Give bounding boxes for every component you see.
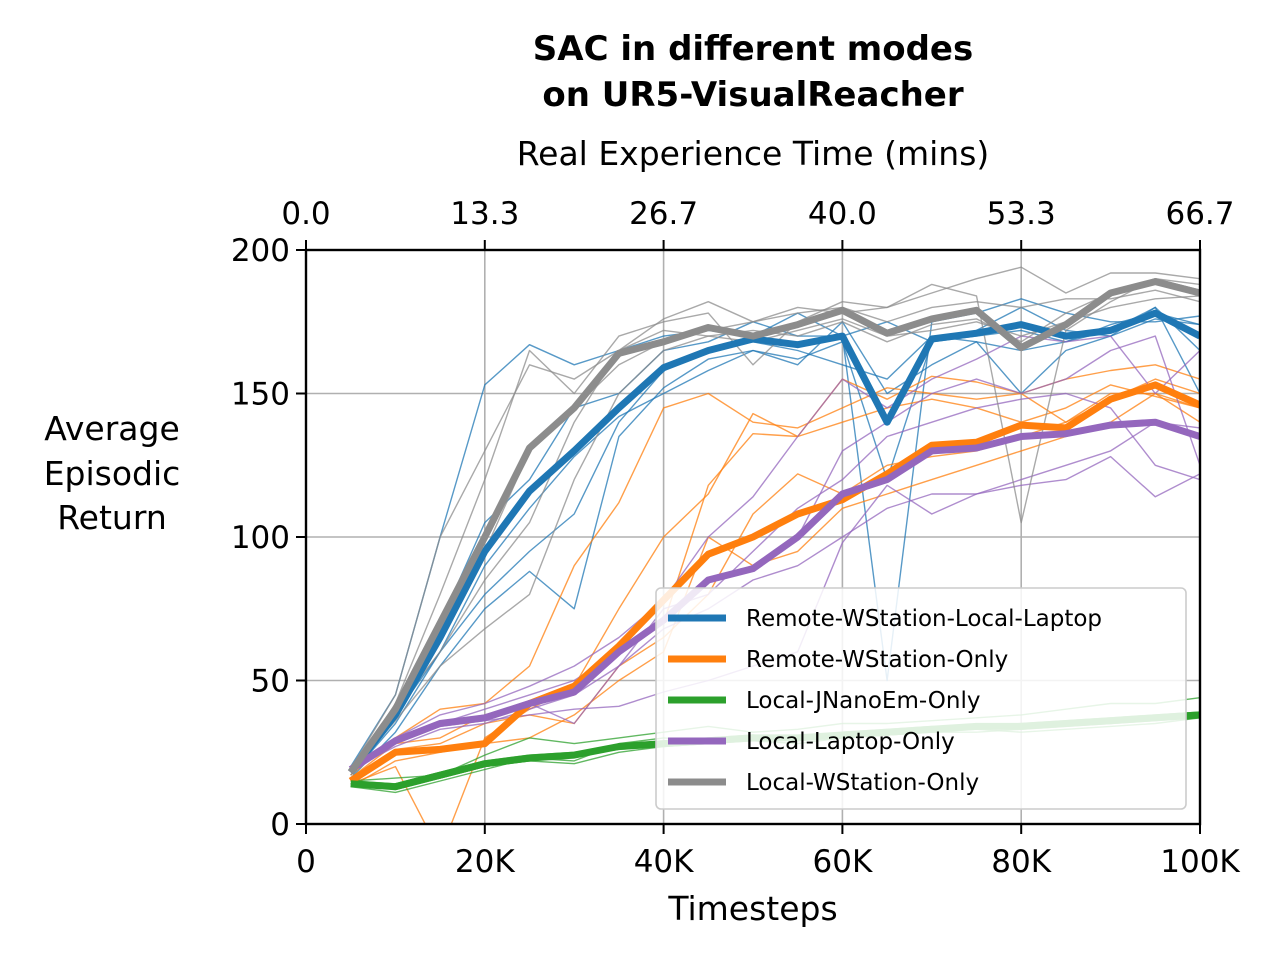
legend-label: Local-JNanoEm-Only	[746, 688, 980, 714]
run-line-remote-wstation-local-laptop	[350, 312, 1200, 779]
y-tick-label: 200	[231, 233, 290, 269]
x-tick-label: 40K	[634, 844, 694, 880]
top-axis-label: Real Experience Time (mins)	[517, 134, 990, 173]
y-tick-label: 50	[251, 664, 290, 700]
x-axis-label: Timesteps	[667, 889, 837, 928]
y-axis-label-line-2: Episodic	[44, 454, 181, 493]
chart-title-line-2: on UR5-VisualReacher	[542, 75, 963, 115]
top-tick-label: 13.3	[450, 196, 519, 232]
run-line-local-laptop-only	[350, 421, 1200, 771]
run-line-local-wstation-only	[350, 295, 1200, 773]
legend-box	[655, 587, 1187, 810]
legend: Remote-WStation-Local-Laptop Remote-WStat…	[655, 587, 1187, 810]
series-line-local-laptop-only	[348, 418, 1200, 773]
run-line-local-laptop-only	[350, 335, 1200, 768]
run-line-local-wstation-only	[350, 266, 1200, 770]
top-tick-label: 0.0	[281, 196, 330, 232]
y-axis-label-line-3: Return	[57, 498, 167, 537]
legend-label: Remote-WStation-Only	[746, 647, 1008, 673]
top-tick-label: 53.3	[987, 196, 1056, 232]
run-line-local-wstation-only	[350, 289, 1200, 776]
run-line-remote-wstation-local-laptop	[350, 306, 1200, 776]
legend-label: Local-WStation-Only	[746, 770, 979, 796]
x-tick-label: 100K	[1160, 844, 1240, 880]
series-line-remote-wstation-only	[348, 381, 1200, 784]
x-tick-label: 20K	[455, 844, 515, 880]
series-line-local-wstation-only	[347, 278, 1200, 775]
x-tick-label: 80K	[991, 844, 1051, 880]
axes: 0 20K 40K 60K 80K 100K 0.0 13.3 26.7 40.0 53.3 66.7…	[231, 196, 1241, 880]
run-line-remote-wstation-local-laptop	[350, 298, 1200, 767]
top-tick-label: 26.7	[629, 196, 698, 232]
legend-label: Remote-WStation-Local-Laptop	[746, 606, 1102, 632]
y-axis-label-line-1: Average	[44, 409, 180, 448]
series-line-remote-wstation-local-laptop	[347, 309, 1200, 775]
run-line-remote-wstation-local-laptop	[350, 306, 1200, 773]
y-tick-label: 150	[231, 377, 290, 413]
x-tick-label: 0	[296, 844, 316, 880]
top-tick-label: 66.7	[1165, 196, 1234, 232]
top-tick-label: 40.0	[808, 196, 877, 232]
run-line-remote-wstation-only	[350, 392, 1200, 788]
chart-title-line-1: SAC in different modes	[533, 29, 973, 69]
y-tick-label: 0	[270, 807, 290, 843]
y-tick-label: 100	[231, 520, 290, 556]
x-tick-label: 60K	[813, 844, 873, 880]
legend-label: Local-Laptop-Only	[746, 729, 955, 755]
